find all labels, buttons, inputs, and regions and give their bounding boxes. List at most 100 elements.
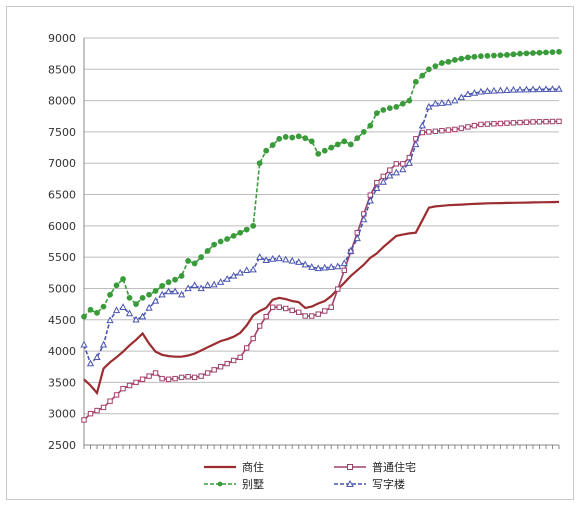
data-point — [269, 304, 276, 310]
y-tick-label-4000: 4000 — [48, 345, 76, 358]
y-tick-label-9000: 9000 — [48, 32, 76, 45]
data-point — [510, 51, 517, 58]
data-point — [203, 281, 212, 289]
data-point — [120, 276, 126, 282]
y-tick-label-2500: 2500 — [48, 439, 76, 452]
data-point — [164, 287, 173, 295]
data-point — [530, 50, 536, 56]
data-point — [139, 294, 146, 301]
data-point — [328, 144, 335, 151]
data-point — [146, 373, 152, 379]
data-point — [543, 49, 549, 56]
data-point — [94, 407, 100, 414]
data-point — [471, 122, 478, 129]
data-point — [556, 48, 562, 55]
data-point — [263, 147, 270, 154]
data-point — [158, 290, 166, 298]
data-point — [504, 52, 510, 58]
data-point — [380, 173, 387, 180]
legend-item-4: 写字楼 — [334, 477, 405, 491]
data-point — [152, 370, 159, 376]
data-point — [452, 126, 458, 133]
data-point — [113, 282, 120, 289]
data-point — [360, 129, 367, 135]
data-point — [490, 86, 498, 94]
y-tick-label-4500: 4500 — [48, 314, 76, 327]
data-point — [353, 234, 361, 242]
data-point — [185, 374, 191, 380]
data-point — [100, 404, 107, 411]
data-point — [309, 313, 315, 319]
data-point — [190, 281, 199, 289]
data-point — [191, 260, 198, 267]
data-point — [504, 120, 510, 126]
data-point — [483, 87, 492, 94]
series-1 — [83, 200, 560, 396]
data-point — [243, 345, 250, 351]
data-point — [386, 105, 393, 112]
data-point — [106, 316, 114, 324]
data-point — [100, 303, 107, 310]
data-point — [503, 86, 511, 93]
data-point — [341, 267, 347, 274]
data-point — [334, 141, 341, 148]
data-point — [334, 262, 342, 270]
data-point — [256, 253, 264, 260]
data-point — [282, 255, 290, 263]
data-point — [262, 256, 270, 263]
data-point — [177, 290, 186, 298]
data-point — [328, 304, 334, 310]
data-point — [491, 52, 497, 59]
data-point — [399, 165, 407, 173]
data-point — [451, 57, 458, 63]
data-point — [146, 291, 152, 298]
data-point — [198, 254, 205, 261]
data-point — [250, 335, 256, 342]
data-point — [458, 125, 465, 131]
data-point — [458, 55, 465, 62]
data-point — [347, 246, 355, 254]
data-point — [523, 119, 530, 125]
data-point — [412, 78, 419, 85]
data-point — [445, 127, 452, 133]
x-axis — [83, 38, 560, 449]
series-2 — [81, 118, 562, 423]
data-point — [276, 135, 283, 142]
y-tick-label-8000: 8000 — [48, 95, 76, 108]
data-point — [87, 410, 94, 417]
data-point — [470, 89, 479, 96]
data-point — [152, 288, 159, 294]
data-point — [477, 87, 485, 95]
data-point — [171, 287, 179, 295]
legend-item-1: 商住 — [204, 460, 264, 474]
data-point — [210, 280, 218, 288]
data-point — [431, 99, 440, 107]
data-point — [159, 375, 165, 382]
data-point — [178, 374, 185, 381]
data-point — [275, 254, 283, 262]
data-point — [81, 417, 87, 423]
data-point — [321, 263, 329, 271]
data-point — [184, 284, 192, 292]
series-line-4 — [83, 88, 560, 366]
line-chart: 2500 3000 3500 4000 4500 5000 5500 6000 6500 7000… — [48, 32, 563, 491]
data-point — [172, 276, 178, 283]
data-point — [471, 53, 478, 60]
data-point — [283, 305, 289, 312]
data-point — [399, 100, 406, 107]
legend-label-2: 普通住宅 — [372, 460, 416, 474]
data-point — [230, 357, 237, 364]
data-point — [178, 273, 185, 279]
data-point — [132, 315, 140, 323]
data-point — [457, 93, 466, 101]
data-point — [211, 241, 218, 248]
data-point — [373, 184, 381, 191]
data-point — [308, 138, 315, 145]
legend-marker — [217, 481, 223, 487]
data-point — [556, 118, 562, 125]
data-point — [444, 98, 453, 106]
data-point — [374, 179, 380, 186]
data-point — [308, 263, 316, 270]
data-point — [269, 254, 277, 262]
data-point — [478, 53, 484, 60]
